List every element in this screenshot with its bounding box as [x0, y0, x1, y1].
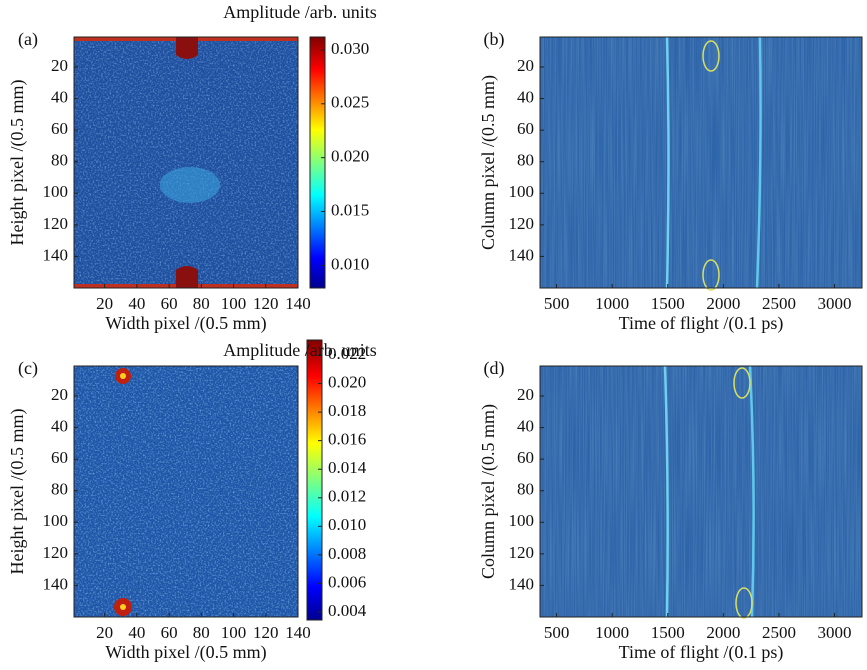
colorbar-tick-label: 0.008 — [328, 544, 366, 563]
y-tick-label: 80 — [51, 480, 68, 499]
x-tick-label: 140 — [285, 294, 311, 313]
panel-label: (b) — [484, 29, 505, 50]
colorbar-tick-label: 0.014 — [328, 458, 367, 477]
colorbar-tick-label: 0.012 — [328, 487, 366, 506]
x-tick-label: 2000 — [706, 294, 740, 313]
x-axis-label: Width pixel /(0.5 mm) — [105, 313, 266, 334]
y-tick-label: 100 — [509, 511, 535, 530]
panel-label: (d) — [484, 358, 505, 379]
y-tick-label: 40 — [517, 416, 534, 435]
x-tick-label: 40 — [128, 623, 145, 642]
x-tick-label: 120 — [253, 623, 279, 642]
colorbar-tick-label: 0.010 — [328, 515, 366, 534]
y-tick-label: 140 — [43, 245, 69, 264]
x-tick-label: 1500 — [651, 294, 685, 313]
x-tick-label: 2500 — [762, 294, 796, 313]
y-tick-label: 80 — [51, 151, 68, 170]
y-tick-label: 140 — [509, 245, 535, 264]
y-tick-label: 120 — [43, 543, 69, 562]
y-axis-label: Height pixel /(0.5 mm) — [7, 80, 28, 246]
x-tick-label: 1500 — [651, 623, 685, 642]
colorbar-tick-label: 0.015 — [331, 200, 369, 219]
y-tick-label: 120 — [509, 543, 535, 562]
x-tick-label: 60 — [161, 294, 178, 313]
image-a — [74, 37, 298, 288]
y-tick-label: 120 — [509, 214, 535, 233]
x-tick-label: 1000 — [595, 294, 629, 313]
y-tick-label: 140 — [509, 574, 535, 593]
y-tick-label: 100 — [509, 182, 535, 201]
y-tick-label: 40 — [517, 87, 534, 106]
y-tick-label: 80 — [517, 480, 534, 499]
colorbar-tick-label: 0.020 — [328, 372, 366, 391]
colorbar-tick-label: 0.020 — [331, 147, 369, 166]
y-tick-label: 80 — [517, 151, 534, 170]
colorbar-label: Amplitude /arb. units — [223, 2, 376, 22]
colorbar-label: Amplitude /arb. units — [223, 340, 376, 360]
image-b — [540, 36, 862, 291]
x-tick-label: 80 — [193, 294, 210, 313]
colorbar-tick-label: 0.016 — [328, 430, 366, 449]
colorbar-tick-label: 0.022 — [328, 344, 366, 363]
x-tick-label: 100 — [221, 294, 247, 313]
y-tick-label: 60 — [51, 119, 68, 138]
x-tick-label: 20 — [96, 294, 113, 313]
panel-label: (c) — [18, 358, 38, 379]
colorbar-tick-label: 0.018 — [328, 401, 366, 420]
y-axis-label: Column pixel /(0.5 mm) — [478, 404, 499, 579]
y-tick-label: 20 — [51, 385, 68, 404]
colorbar-tick-label: 0.010 — [331, 254, 369, 273]
y-tick-label: 100 — [43, 182, 69, 201]
x-tick-label: 60 — [161, 623, 178, 642]
colorbar-tick-label: 0.006 — [328, 572, 366, 591]
y-tick-label: 40 — [51, 416, 68, 435]
x-tick-label: 500 — [544, 294, 570, 313]
y-tick-label: 140 — [43, 574, 69, 593]
plot-frame — [539, 36, 863, 289]
colorbar-tick-label: 0.025 — [331, 93, 369, 112]
x-tick-label: 3000 — [818, 294, 852, 313]
plot-frame — [539, 365, 863, 618]
colorbar-tick-label: 0.004 — [328, 601, 367, 620]
y-axis-label: Column pixel /(0.5 mm) — [478, 75, 499, 250]
y-tick-label: 20 — [517, 385, 534, 404]
colorbar — [306, 339, 323, 621]
y-tick-label: 60 — [51, 448, 68, 467]
x-tick-label: 3000 — [818, 623, 852, 642]
y-tick-label: 60 — [517, 119, 534, 138]
y-tick-label: 40 — [51, 87, 68, 106]
panel-label: (a) — [18, 29, 38, 50]
x-tick-label: 20 — [96, 623, 113, 642]
y-tick-label: 120 — [43, 214, 69, 233]
image-d — [540, 365, 862, 619]
plot-frame — [73, 36, 299, 289]
x-tick-label: 40 — [128, 294, 145, 313]
x-tick-label: 120 — [253, 294, 279, 313]
colorbar — [309, 36, 326, 289]
x-tick-label: 1000 — [595, 623, 629, 642]
y-tick-label: 20 — [517, 56, 534, 75]
x-tick-label: 100 — [221, 623, 247, 642]
y-tick-label: 60 — [517, 448, 534, 467]
x-axis-label: Time of flight /(0.1 ps) — [619, 313, 784, 334]
plot-frame — [73, 365, 299, 618]
y-tick-label: 100 — [43, 511, 69, 530]
x-axis-label: Time of flight /(0.1 ps) — [619, 642, 784, 663]
x-axis-label: Width pixel /(0.5 mm) — [105, 642, 266, 663]
image-c — [74, 366, 298, 617]
x-tick-label: 500 — [544, 623, 570, 642]
x-tick-label: 2000 — [706, 623, 740, 642]
x-tick-label: 2500 — [762, 623, 796, 642]
y-axis-label: Height pixel /(0.5 mm) — [7, 409, 28, 575]
x-tick-label: 140 — [285, 623, 311, 642]
y-tick-label: 20 — [51, 56, 68, 75]
x-tick-label: 80 — [193, 623, 210, 642]
colorbar-tick-label: 0.030 — [331, 39, 369, 58]
